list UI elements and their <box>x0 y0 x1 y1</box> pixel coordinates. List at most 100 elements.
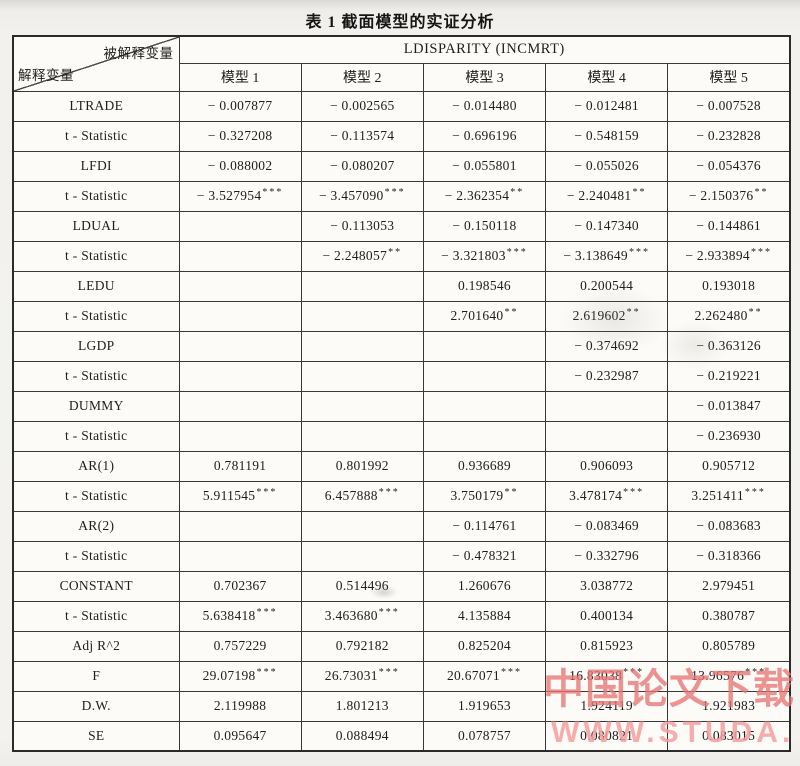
value-cell: 0.198546 <box>422 270 547 302</box>
table-row: t - Statistic − 0.236930 <box>12 420 791 452</box>
value-cell: 0.905712 <box>667 450 791 482</box>
value-cell: − 0.147340 <box>545 210 669 242</box>
significance-stars: *** <box>256 607 278 618</box>
cell-value: − 0.363126 <box>696 338 761 353</box>
cell-value: 13.96576 <box>691 668 745 683</box>
significance-stars: *** <box>750 247 772 258</box>
table-row: LDUAL − 0.113053 − 0.150118 − 0.147340 − 0.1… <box>12 210 791 242</box>
significance-stars: ** <box>632 187 647 198</box>
value-cell <box>545 390 669 422</box>
cell-value: − 0.113053 <box>330 218 395 233</box>
cell-value: 0.905712 <box>702 458 756 473</box>
cell-value: − 0.113574 <box>330 128 395 143</box>
value-cell: − 0.696196 <box>422 120 547 152</box>
corner-label-explanatory-var: 解释变量 <box>18 67 74 83</box>
value-cell: 0.815923 <box>545 630 669 662</box>
cell-value: 0.088494 <box>335 727 389 743</box>
cell-value: 0.781191 <box>213 458 267 473</box>
table-row: t - Statistic − 0.232987 − 0.219221 <box>12 360 791 392</box>
value-cell: 3.463680*** <box>300 600 424 632</box>
value-cell <box>545 420 669 452</box>
cell-value: − 0.236930 <box>696 428 761 443</box>
row-label: t - Statistic <box>12 420 180 452</box>
value-cell: − 0.327208 <box>178 120 302 152</box>
cell-value: 0.805789 <box>702 638 756 653</box>
value-cell <box>178 390 302 422</box>
cell-value: 0.514496 <box>335 578 389 593</box>
value-cell: − 3.457090*** <box>300 180 424 212</box>
value-cell <box>178 360 302 392</box>
cell-value: − 2.362354 <box>444 188 510 203</box>
value-cell: 0.193018 <box>667 270 791 302</box>
cell-value: 5.911545 <box>202 488 256 503</box>
cell-value: 0.757229 <box>213 638 267 653</box>
cell-value: 0.906093 <box>580 458 634 473</box>
value-cell: − 0.055801 <box>422 150 547 182</box>
table-title: 表 1 截面模型的实证分析 <box>305 14 495 31</box>
significance-stars: *** <box>256 667 278 678</box>
row-label: LEDU <box>12 270 180 302</box>
value-cell: 2.119988 <box>178 690 302 722</box>
cell-value: − 0.478321 <box>452 548 517 563</box>
corner-label-dependent-var: 被解释变量 <box>103 46 174 61</box>
cell-value: 0.200544 <box>580 278 634 293</box>
header-row-dependent: 被解释变量 解释变量 LDISPARITY (INCMRT) <box>12 35 791 92</box>
row-label: t - Statistic <box>12 120 180 152</box>
row-label: D.W. <box>12 690 180 722</box>
model-4-header: 模型 4 <box>545 62 669 92</box>
value-cell: 13.96576*** <box>667 660 791 692</box>
cell-value: 0.080821 <box>580 727 634 743</box>
value-cell: 0.936689 <box>422 450 547 482</box>
value-cell: − 0.548159 <box>545 120 669 152</box>
value-cell: 0.825204 <box>422 630 547 662</box>
value-cell: − 2.933894*** <box>667 240 791 272</box>
value-cell <box>300 300 424 332</box>
value-cell <box>178 330 302 362</box>
row-label: t - Statistic <box>12 180 180 212</box>
table-row: t - Statistic 5.638418*** 3.463680*** 4.135… <box>12 600 791 632</box>
regression-results-table: 被解释变量 解释变量 LDISPARITY (INCMRT) 模型 1 模型 2… <box>12 35 791 752</box>
cell-value: 0.825204 <box>457 638 511 653</box>
cell-value: − 0.327208 <box>207 128 273 143</box>
value-cell <box>178 300 302 332</box>
value-cell <box>300 330 424 362</box>
value-cell: 6.457888*** <box>300 480 424 512</box>
value-cell: 0.702367 <box>178 570 302 602</box>
value-cell <box>300 540 424 572</box>
cell-value: 3.750179 <box>450 488 504 503</box>
cell-value: − 0.007877 <box>207 98 273 113</box>
table-row: t - Statistic 2.701640** 2.619602** 2.26248… <box>12 300 791 332</box>
cell-value: − 0.083683 <box>696 518 761 533</box>
value-cell: − 0.083469 <box>545 510 669 542</box>
significance-stars: ** <box>626 307 641 318</box>
value-cell: − 0.012481 <box>545 90 669 122</box>
value-cell: 3.251411*** <box>667 480 791 512</box>
value-cell: − 0.236930 <box>667 420 791 452</box>
cell-value: − 2.240481 <box>566 188 632 203</box>
cell-value: 0.083015 <box>702 727 756 743</box>
table-row: LEDU 0.198546 0.200544 0.193018 <box>12 270 791 302</box>
cell-value: 20.67071 <box>446 668 500 683</box>
value-cell: 3.750179** <box>422 480 547 512</box>
row-label: LDUAL <box>12 210 180 242</box>
value-cell: 1.921983 <box>667 690 791 722</box>
significance-stars: *** <box>628 247 650 258</box>
cell-value: − 0.080207 <box>329 158 395 173</box>
cell-value: − 3.527954 <box>196 188 262 203</box>
significance-stars: ** <box>504 307 519 318</box>
significance-stars: *** <box>744 487 766 498</box>
value-cell: 0.400134 <box>545 600 669 632</box>
value-cell: 2.979451 <box>667 570 791 602</box>
value-cell: − 0.332796 <box>545 540 669 572</box>
table-row: CONSTANT 0.702367 0.514496 1.260676 3.038772… <box>12 570 791 602</box>
significance-stars: *** <box>623 667 645 678</box>
table-row: AR(2) − 0.114761 − 0.083469 − 0.083683 <box>12 510 791 542</box>
value-cell: − 0.232828 <box>667 120 791 152</box>
model-1-header: 模型 1 <box>178 62 302 92</box>
cell-value: − 0.150118 <box>452 218 517 233</box>
cell-value: 1.921983 <box>702 698 756 713</box>
table-row: t - Statistic − 0.327208 − 0.113574 − 0.696… <box>12 120 791 152</box>
value-cell: − 2.240481** <box>545 180 669 212</box>
model-2-header: 模型 2 <box>300 62 424 92</box>
cell-value: 0.078757 <box>457 727 511 743</box>
